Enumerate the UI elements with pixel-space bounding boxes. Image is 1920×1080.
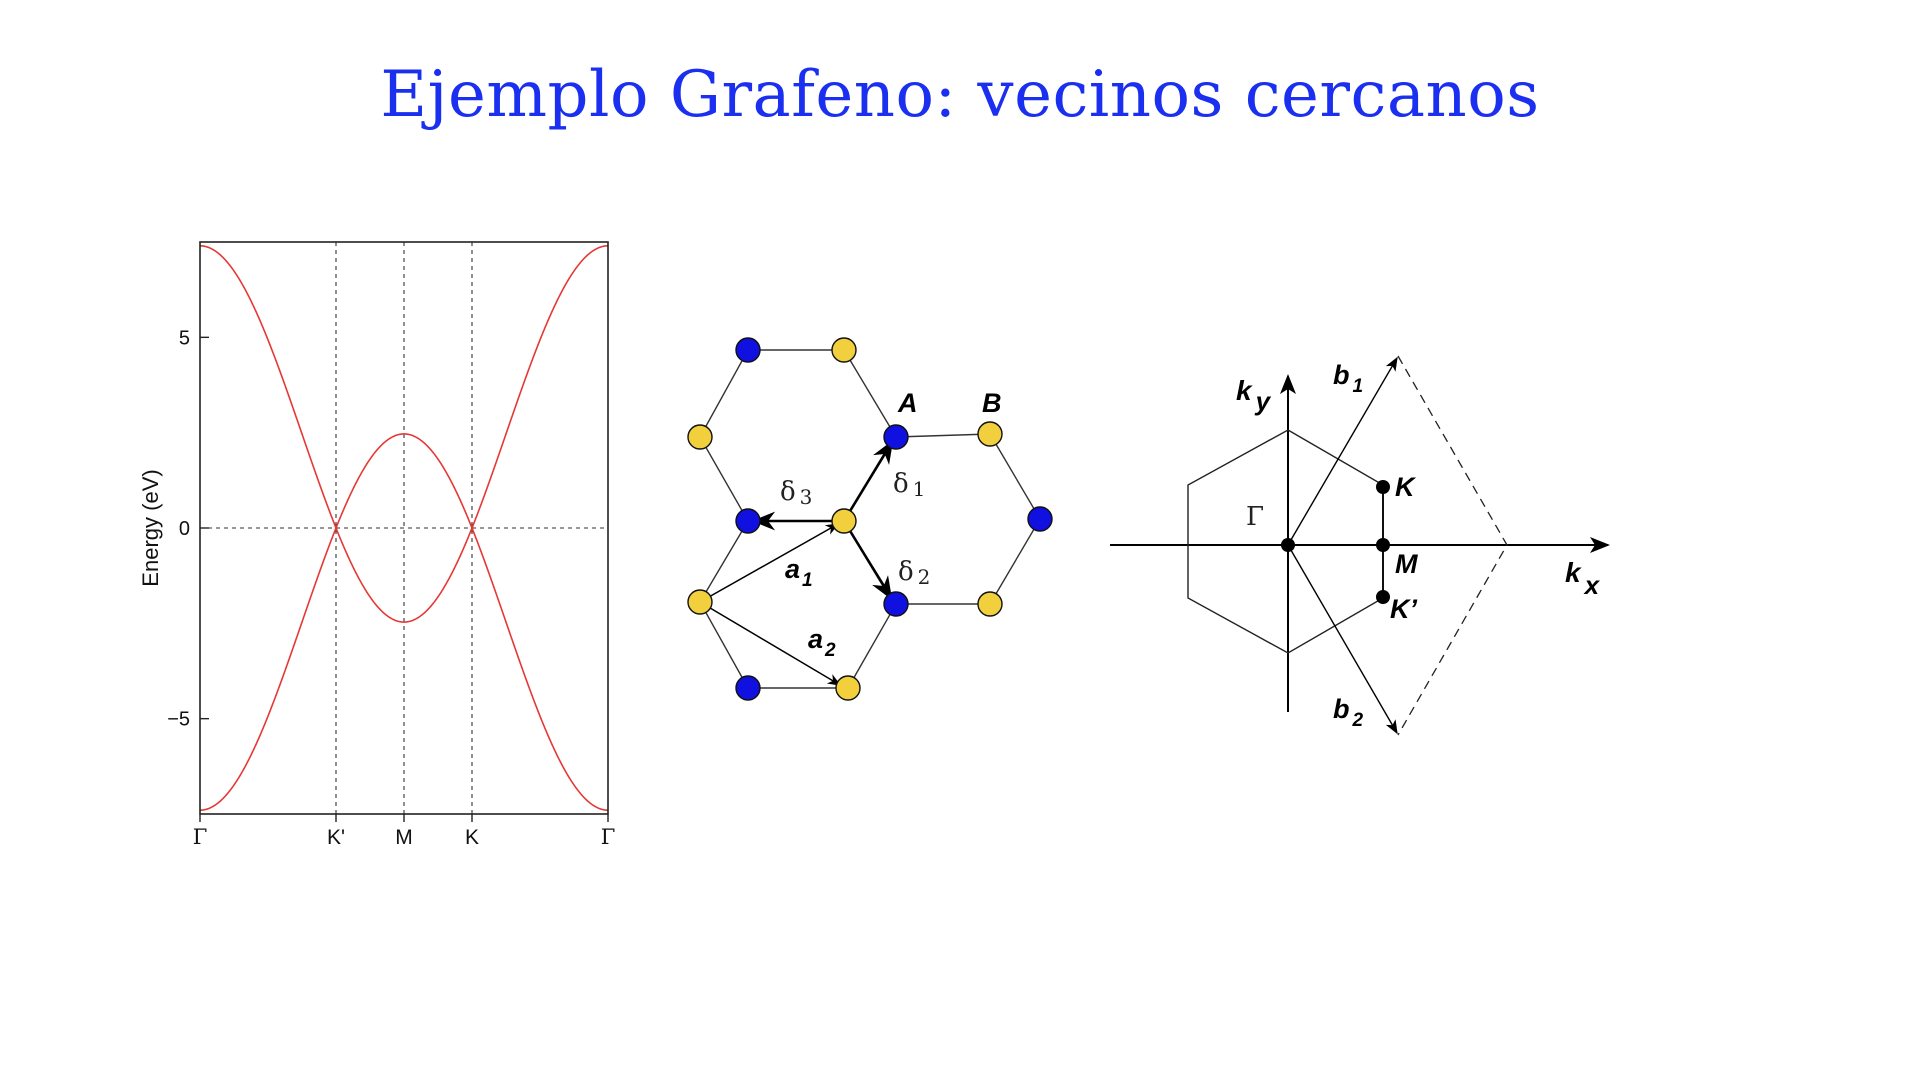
delta-2-arrow [842,520,893,600]
delta-1-subscript: 1 [913,477,926,501]
label-a-sublattice: A [897,388,918,418]
ky-label: k [1236,375,1253,406]
y-axis-label: Energy (eV) [138,469,163,586]
delta-1-arrow [842,440,894,522]
band-series-2 [199,525,609,811]
svg-text:b1: b1 [1333,360,1363,397]
svg-text:a2: a2 [808,624,836,661]
m-label: M [1395,549,1418,579]
atom-b [687,424,713,450]
svg-text:δ3: δ3 [780,477,812,509]
svg-text:δ2: δ2 [898,557,930,589]
kx-subscript: x [1583,570,1601,600]
atom-a [735,337,761,363]
band-curves [199,245,609,811]
lattice-vectors [751,440,894,600]
atom-a [883,591,909,617]
delta-3-label: δ [780,477,796,507]
atom-a [735,508,761,534]
atom-b [687,589,713,615]
y-tick-label: 0 [179,518,190,540]
m-point [1376,538,1390,552]
x-tick-label: Γ [601,825,616,849]
gamma-label: Γ [1246,502,1264,532]
ky-subscript: y [1254,386,1272,416]
atom-b [831,508,857,534]
kprime-label: K’ [1390,594,1417,624]
x-tick-label: Γ [193,825,208,849]
atom-b [977,421,1003,447]
x-tick-label: M [395,826,413,849]
svg-text:a1: a1 [785,554,813,591]
a1-subscript: 1 [802,570,813,591]
atoms-A [735,337,1053,701]
kx-label: k [1565,557,1582,588]
delta-1-label: δ [893,469,909,499]
atoms-B [687,337,1003,701]
y-tick-label: −5 [167,709,190,731]
x-tick-label: K [465,826,479,849]
atom-a [735,675,761,701]
a2-subscript: 2 [824,640,836,661]
atom-b [831,337,857,363]
delta-3-subscript: 3 [800,485,813,509]
svg-text:kx: kx [1565,557,1601,600]
label-b-sublattice: B [982,388,1002,418]
y-tick-label: 5 [179,327,190,349]
lattice-translation-vectors [699,523,842,686]
reciprocal-cell-dashed [1397,355,1508,736]
atom-b [977,591,1003,617]
a2-label: a [808,624,823,654]
atom-a [883,424,909,450]
b1-arrow [1287,356,1398,546]
slide-title: Ejemplo Grafeno: vecinos cercanos [380,58,1540,132]
gamma-point [1281,538,1295,552]
b2-label: b [1333,694,1350,724]
x-axis-ticks: Γ K' M K Γ [193,814,616,849]
delta-2-subscript: 2 [918,565,931,589]
atom-b [835,675,861,701]
delta-2-label: δ [898,557,914,587]
x-tick-label: K' [327,826,345,849]
a1-arrow [699,523,840,603]
svg-text:ky: ky [1236,375,1272,416]
k-label: K [1395,472,1417,502]
b1-subscript: 1 [1353,376,1364,397]
b2-subscript: 2 [1352,710,1364,731]
chart-gridlines [200,242,608,814]
y-axis-ticks: 5 0 −5 [167,327,209,731]
a2-arrow [699,601,842,686]
band-series-1 [199,245,609,531]
kprime-point [1376,590,1390,604]
b2-arrow [1287,544,1398,735]
k-point [1376,480,1390,494]
a1-label: a [785,554,800,584]
svg-text:δ1: δ1 [893,469,925,501]
atom-a [1027,506,1053,532]
svg-text:b2: b2 [1333,694,1364,731]
b1-label: b [1333,360,1350,390]
